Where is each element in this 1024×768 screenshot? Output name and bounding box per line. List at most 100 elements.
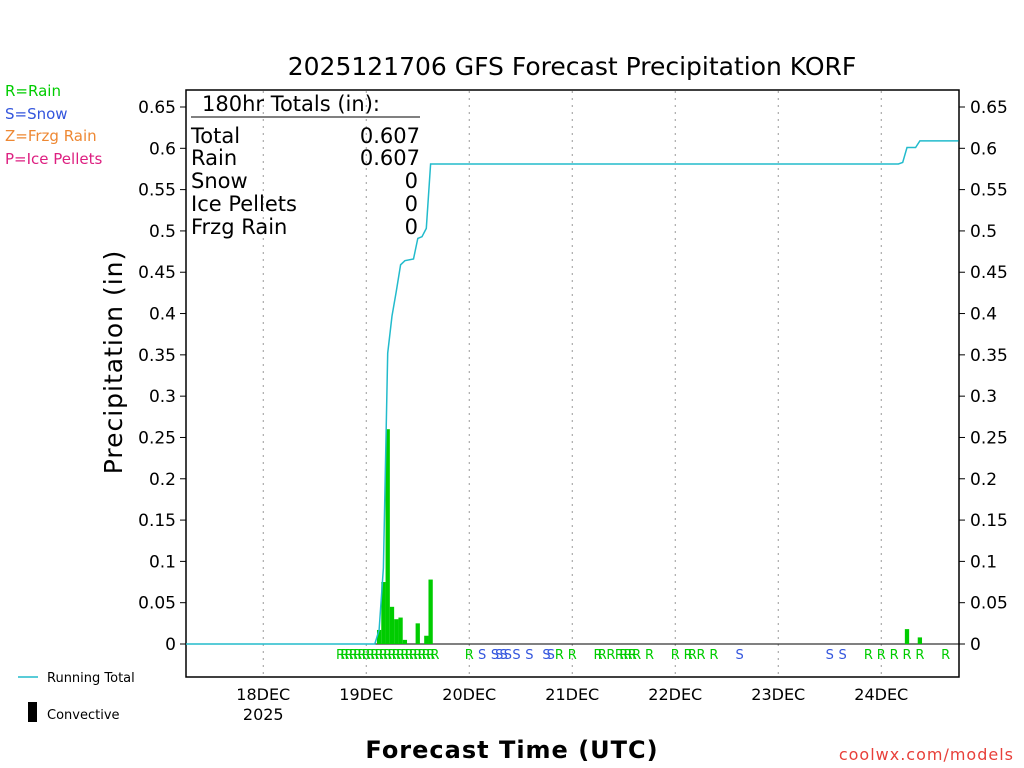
y-tick-label: 0.4 (149, 305, 176, 325)
ptype-marker: R (357, 648, 366, 663)
totals-box: 180hr Totals (in): Total 0.607 Rain 0.60… (190, 92, 420, 239)
running-total-legend: Running Total (47, 671, 135, 686)
legend-rain: R=Rain (5, 82, 61, 100)
y-tick-label-right: 0.2 (970, 470, 997, 490)
ptype-marker: S (491, 648, 499, 663)
chart-title: 2025121706 GFS Forecast Precipitation KO… (288, 52, 857, 81)
ptype-marker: R (349, 648, 358, 663)
y-tick-label-right: 0.25 (970, 428, 1008, 448)
precip-bar (381, 582, 386, 644)
ptype-marker: S (478, 648, 486, 663)
y-tick-label: 0.6 (149, 139, 176, 159)
y-tick-label-right: 0.35 (970, 346, 1008, 366)
ptype-marker: S (735, 648, 743, 663)
totals-value-frzg-rain: 0 (405, 215, 418, 239)
ptype-marker: S (512, 648, 520, 663)
y-tick-label-right: 0.6 (970, 139, 997, 159)
ptype-marker: R (890, 648, 899, 663)
legend-frzg-rain: Z=Frzg Rain (5, 127, 97, 145)
series-legend: Running Total Convective (18, 671, 135, 723)
ptype-marker: R (396, 648, 405, 663)
precip-bar (398, 617, 403, 644)
y-tick-label: 0 (165, 635, 176, 655)
totals-value-total: 0.607 (360, 124, 420, 148)
y-tick-label: 0.65 (138, 98, 176, 118)
ptype-marker: R (568, 648, 577, 663)
x-tick-label: 20DEC (442, 685, 496, 704)
ptype-marker: R (383, 648, 392, 663)
ptype-marker: R (709, 648, 718, 663)
y-tick-label: 0.3 (149, 387, 176, 407)
y-tick-label-right: 0.5 (970, 222, 997, 242)
totals-label-snow: Snow (191, 169, 248, 193)
totals-value-ice-pellets: 0 (405, 192, 418, 216)
ptype-marker: R (615, 648, 624, 663)
ptype-marker: R (628, 648, 637, 663)
ptype-marker: S (504, 648, 512, 663)
precip-bar (376, 629, 382, 644)
ptype-marker: R (426, 648, 435, 663)
y-tick-label-right: 0.05 (970, 594, 1008, 614)
ptype-marker: R (696, 648, 705, 663)
ptype-marker: R (624, 648, 633, 663)
ptype-marker: S (495, 648, 503, 663)
credit-text: coolwx.com/models (839, 745, 1014, 764)
ptype-marker: R (413, 648, 422, 663)
ptype-marker: R (375, 648, 384, 663)
precip-bar (389, 606, 395, 644)
ptype-marker: R (864, 648, 873, 663)
ptype-marker: R (671, 648, 680, 663)
ptype-marker: R (392, 648, 401, 663)
legend-snow: S=Snow (5, 105, 68, 123)
y-tick-label: 0.5 (149, 222, 176, 242)
y-tick-label: 0.55 (138, 181, 176, 201)
precip-bar (904, 629, 910, 644)
ptype-marker: R (336, 648, 345, 663)
y-tick-label: 0.45 (138, 263, 176, 283)
precip-bar (394, 619, 399, 644)
convective-swatch (28, 702, 37, 722)
ptype-marker: R (400, 648, 409, 663)
ptype-marker: S (525, 648, 533, 663)
precip-bar (385, 429, 390, 644)
x-tick-label: 24DEC (854, 685, 908, 704)
y-tick-label-right: 0.55 (970, 181, 1008, 201)
ptype-marker: R (370, 648, 379, 663)
y-tick-label: 0.2 (149, 470, 176, 490)
ptype-marker: S (542, 648, 550, 663)
precip-bar (917, 637, 923, 644)
precip-bar (424, 635, 429, 644)
precip-bar (428, 579, 433, 644)
ptype-marker: S (547, 648, 555, 663)
y-tick-label-right: 0.3 (970, 387, 997, 407)
ptype-marker: R (619, 648, 628, 663)
ptype-marker: R (340, 648, 349, 663)
running-total-line (186, 140, 959, 645)
legend-ice-pellets: P=Ice Pellets (5, 150, 102, 168)
bars-group (376, 429, 923, 644)
x-tick-label: 22DEC (648, 685, 702, 704)
y-tick-label: 0.15 (138, 511, 176, 531)
ptype-marker: R (465, 648, 474, 663)
ptype-marker: R (915, 648, 924, 663)
y-tick-label-right: 0.65 (970, 98, 1008, 118)
x-axis-label: Forecast Time (UTC) (365, 736, 658, 764)
running-total-group (186, 140, 959, 645)
ptype-marker: R (632, 648, 641, 663)
x-tick-label: 18DEC (236, 685, 290, 704)
y-tick-label-right: 0.1 (970, 552, 997, 572)
ptype-marker: R (877, 648, 886, 663)
ptype-marker: R (593, 648, 602, 663)
totals-value-snow: 0 (405, 169, 418, 193)
ptype-marker: R (353, 648, 362, 663)
ptype-marker: R (409, 648, 418, 663)
y-tick-label-right: 0.4 (970, 305, 997, 325)
x-tick-label: 21DEC (545, 685, 599, 704)
totals-label-rain: Rain (191, 146, 237, 170)
ptype-marker: R (362, 648, 371, 663)
totals-label-ice-pellets: Ice Pellets (191, 192, 297, 216)
ptype-marker: R (418, 648, 427, 663)
y-tick-label: 0.25 (138, 428, 176, 448)
